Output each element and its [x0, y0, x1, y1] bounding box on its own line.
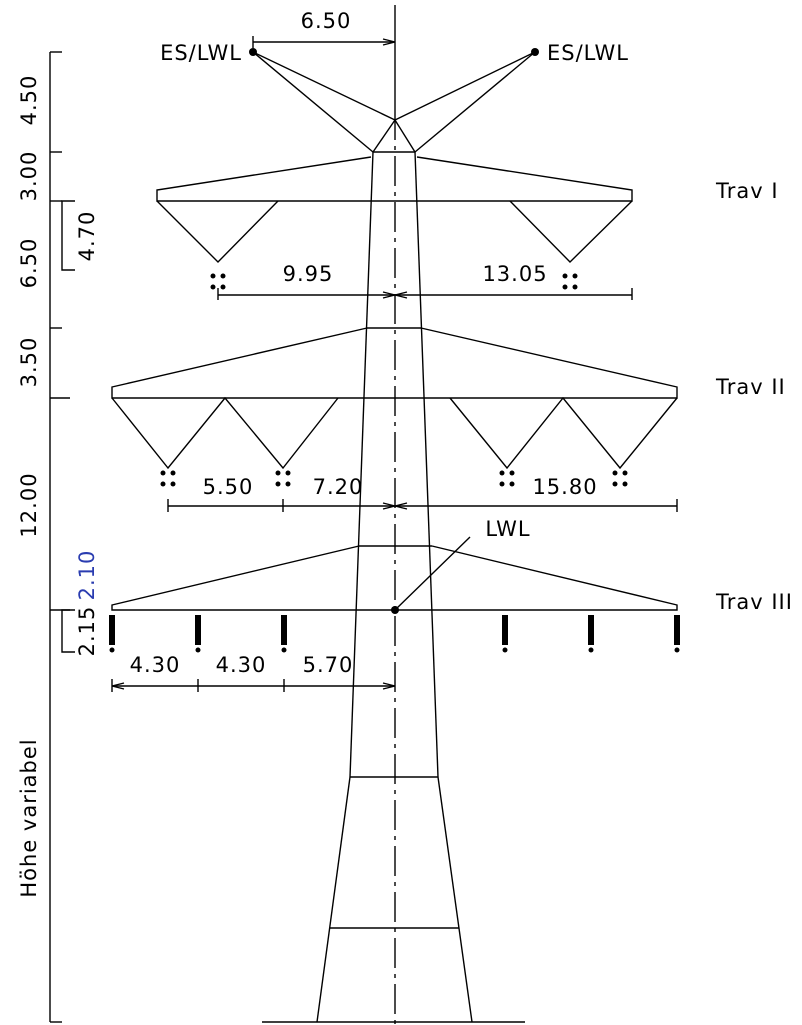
crossarm-label: Trav I [715, 179, 779, 203]
earth-wire-label: ES/LWL [547, 41, 629, 65]
crossarm-label: Trav III [715, 590, 793, 614]
left-dimension: 3.00 [17, 151, 41, 202]
top-dimension: 6.50 [301, 9, 352, 33]
earth-wire-label: ES/LWL [160, 41, 242, 65]
blue-dimension: 2.10 [75, 550, 99, 601]
left-dimension: 6.50 [17, 238, 41, 289]
dimension: 7.20 [313, 475, 364, 499]
inner-dimension: 2.15 [75, 606, 99, 657]
dimension: 9.95 [283, 262, 334, 286]
left-dimension: 3.50 [17, 337, 41, 388]
dimension: 4.30 [216, 653, 267, 677]
dimension: 5.50 [203, 475, 254, 499]
dimension: 15.80 [532, 475, 597, 499]
dimension: 4.30 [130, 653, 181, 677]
crossarm-label: Trav II [715, 375, 786, 399]
inner-dimension: 4.70 [75, 211, 99, 262]
dimension: 5.70 [303, 653, 354, 677]
dimension: 13.05 [482, 262, 547, 286]
left-dimension: 12.00 [17, 472, 41, 537]
lwl-label: LWL [485, 517, 530, 541]
height-label: Höhe variabel [17, 738, 41, 897]
geometry [49, 5, 680, 1025]
left-dimension: 4.50 [17, 75, 41, 126]
labels: 6.50 ES/LWL ES/LWL Trav I Trav II Trav I… [17, 9, 793, 898]
